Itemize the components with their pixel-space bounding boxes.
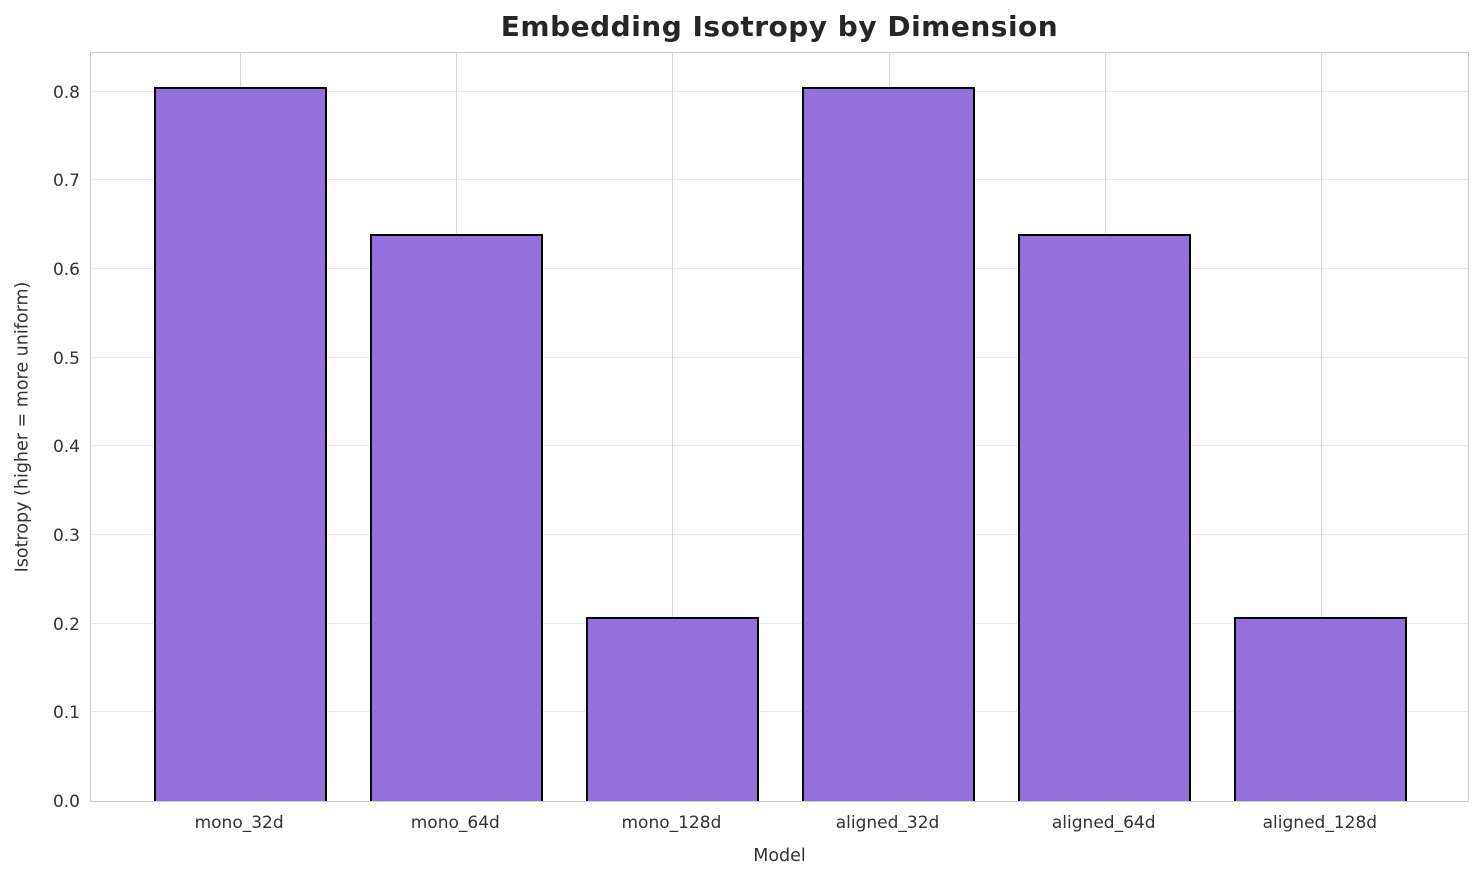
gridline-horizontal (91, 445, 1468, 447)
gridline-horizontal (91, 268, 1468, 270)
gridline-vertical (672, 53, 674, 801)
x-tick-label: aligned_32d (835, 813, 940, 833)
bar-aligned_128d (1234, 616, 1408, 801)
gridline-horizontal (91, 356, 1468, 358)
x-tick-label: mono_32d (194, 813, 284, 833)
y-tick-label: 0.3 (52, 526, 80, 547)
plot-area (90, 52, 1469, 802)
y-tick-label: 0.2 (52, 614, 80, 635)
y-tick-label: 0.1 (52, 703, 80, 724)
bar-mono_128d (585, 616, 759, 801)
bar-aligned_64d (1018, 233, 1192, 801)
chart-title: Embedding Isotropy by Dimension (500, 10, 1059, 43)
y-tick-label: 0.4 (52, 437, 80, 458)
x-tick-label: mono_64d (410, 813, 500, 833)
x-tick-label: aligned_64d (1051, 813, 1156, 833)
gridline-horizontal (91, 622, 1468, 624)
bar-mono_64d (369, 233, 543, 801)
x-tick-label: aligned_128d (1262, 813, 1378, 833)
gridline-horizontal (91, 179, 1468, 181)
bar-aligned_32d (802, 87, 976, 801)
y-tick-label: 0.6 (52, 260, 80, 281)
bar-mono_32d (153, 87, 327, 801)
y-tick-label: 0.5 (52, 348, 80, 369)
gridline-horizontal (91, 90, 1468, 92)
gridline-horizontal (91, 711, 1468, 713)
y-tick-label: 0.8 (52, 82, 80, 103)
y-tick-label: 0.7 (52, 171, 80, 192)
gridline-horizontal (91, 534, 1468, 536)
x-axis-label: Model (753, 846, 806, 866)
gridline-vertical (1320, 53, 1322, 801)
y-axis-label-wrap: Isotropy (higher = more uniform) (0, 52, 44, 802)
y-tick-label: 0.0 (52, 792, 80, 812)
x-tick-label: mono_128d (621, 813, 722, 833)
